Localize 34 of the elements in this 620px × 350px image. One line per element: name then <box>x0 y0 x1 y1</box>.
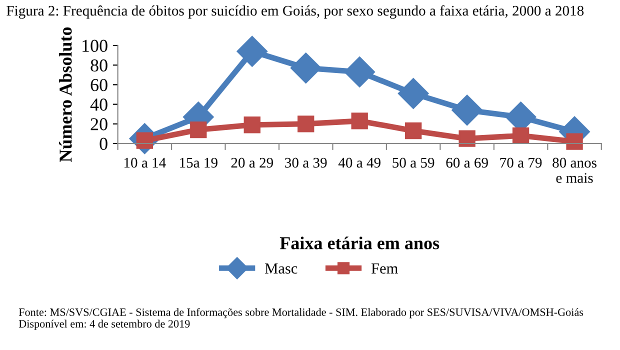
x-tick-label: 70 a 79 <box>500 158 542 168</box>
point <box>452 94 482 126</box>
point <box>566 133 583 150</box>
y-tick-label: 100 <box>82 40 108 52</box>
point <box>351 112 368 130</box>
x-tick-label: 15a 19 <box>180 158 218 168</box>
y-axis-title: Número Absoluto <box>59 27 72 162</box>
point <box>190 121 207 138</box>
y-tick-label: 20 <box>90 118 108 130</box>
x-tick-label: 80 anos e mais <box>552 158 596 183</box>
x-tick-label: 50 a 59 <box>392 158 434 168</box>
x-tick-label: 60 a 69 <box>446 158 488 168</box>
point <box>344 56 376 88</box>
x-tick-label: 10 a 14 <box>124 158 166 168</box>
chart-title: Figura 2: Frequência de óbitos por suicídio em Goiás, por sexo segundo a faixa etária, 2000 a 2018 <box>6 5 584 19</box>
y-tick-label: 0 <box>100 138 108 150</box>
legend-label: Masc <box>265 263 298 274</box>
x-axis-title: Faixa etária em anos <box>280 236 440 250</box>
x-tick-label: 20 a 29 <box>231 158 273 168</box>
point <box>236 36 268 67</box>
y-tick-label: 80 <box>90 59 108 72</box>
point <box>244 116 260 134</box>
x-tick-label: 30 a 39 <box>285 158 327 168</box>
point <box>298 116 314 132</box>
x-tick-label: 40 a 49 <box>338 158 380 168</box>
y-tick-label: 40 <box>90 98 108 111</box>
point <box>512 127 530 144</box>
point <box>290 52 322 84</box>
y-tick-label: 60 <box>90 78 108 92</box>
legend-label: Fem <box>371 263 398 274</box>
point <box>398 78 429 109</box>
point <box>405 122 422 140</box>
source-note: Fonte: MS/SVS/CGIAE - Sistema de Informações sobre Mortalidade - SIM. Elaborado por SES/SUVISA/VIVA/OMSH-Goiás Disponível em: 4 de setembro de 2019 <box>18 308 584 330</box>
point <box>458 130 476 147</box>
